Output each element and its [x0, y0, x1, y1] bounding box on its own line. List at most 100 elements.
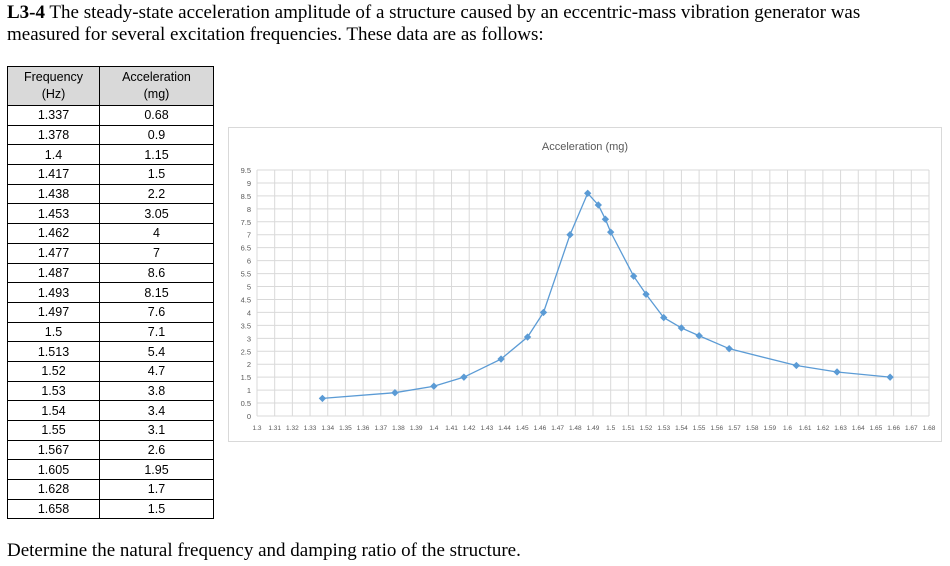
x-tick-label: 1.34 — [321, 425, 334, 432]
question-text: Determine the natural frequency and damp… — [7, 540, 521, 562]
x-tick-label: 1.58 — [746, 425, 759, 432]
frequency-cell: 1.477 — [8, 243, 100, 263]
x-tick-label: 1.64 — [852, 425, 865, 432]
table-row: 1.658 1.5 — [8, 499, 214, 519]
y-tick-label: 7 — [247, 231, 251, 240]
x-tick-label: 1.41 — [445, 425, 458, 432]
frequency-header: Frequency (Hz) — [8, 67, 100, 106]
table-row: 1.4 1.15 — [8, 145, 214, 165]
chart-title: Acceleration (mg) — [542, 141, 628, 153]
frequency-cell: 1.462 — [8, 224, 100, 244]
x-tick-label: 1.52 — [640, 425, 653, 432]
acceleration-cell: 0.68 — [100, 106, 214, 126]
table-row: 1.497 7.6 — [8, 302, 214, 322]
table-header-row: Frequency (Hz) Acceleration (mg) — [8, 67, 214, 106]
x-tick-label: 1.5 — [606, 425, 615, 432]
frequency-cell: 1.53 — [8, 381, 100, 401]
acceleration-cell: 1.95 — [100, 460, 214, 480]
x-tick-label: 1.45 — [516, 425, 529, 432]
acceleration-cell: 8.6 — [100, 263, 214, 283]
table-row: 1.477 7 — [8, 243, 214, 263]
frequency-cell: 1.337 — [8, 106, 100, 126]
x-tick-label: 1.55 — [693, 425, 706, 432]
data-point — [566, 231, 573, 238]
x-tick-label: 1.33 — [304, 425, 317, 432]
table-row: 1.54 3.4 — [8, 401, 214, 421]
frequency-cell: 1.453 — [8, 204, 100, 224]
table-row: 1.628 1.7 — [8, 480, 214, 500]
table-row: 1.513 5.4 — [8, 342, 214, 362]
y-tick-label: 4 — [247, 308, 251, 317]
acceleration-header-unit: (mg) — [100, 86, 213, 103]
x-tick-label: 1.4 — [429, 425, 438, 432]
data-point — [540, 309, 547, 316]
table-row: 1.52 4.7 — [8, 361, 214, 381]
x-tick-label: 1.38 — [392, 425, 405, 432]
x-tick-label: 1.44 — [498, 425, 511, 432]
table-row: 1.462 4 — [8, 224, 214, 244]
x-tick-label: 1.68 — [923, 425, 936, 432]
frequency-header-label: Frequency — [8, 69, 99, 86]
frequency-cell: 1.487 — [8, 263, 100, 283]
acceleration-cell: 3.4 — [100, 401, 214, 421]
x-tick-label: 1.32 — [286, 425, 299, 432]
frequency-header-unit: (Hz) — [8, 86, 99, 103]
x-tick-label: 1.65 — [870, 425, 883, 432]
x-tick-label: 1.37 — [374, 425, 387, 432]
x-tick-label: 1.3 — [252, 425, 261, 432]
frequency-cell: 1.417 — [8, 165, 100, 185]
acceleration-cell: 3.1 — [100, 421, 214, 441]
acceleration-header: Acceleration (mg) — [100, 67, 214, 106]
y-tick-label: 9 — [247, 179, 251, 188]
y-tick-label: 8.5 — [241, 192, 251, 201]
y-tick-label: 0.5 — [241, 399, 251, 408]
acceleration-chart: Acceleration (mg) 0 0.5 1 1.5 2 2.5 3 3.5 4 4.5 5 5… — [228, 127, 942, 442]
data-point — [886, 373, 893, 380]
acceleration-cell: 7.1 — [100, 322, 214, 342]
acceleration-cell: 1.15 — [100, 145, 214, 165]
x-tick-label: 1.36 — [357, 425, 370, 432]
frequency-cell: 1.658 — [8, 499, 100, 519]
acceleration-cell: 7 — [100, 243, 214, 263]
frequency-cell: 1.378 — [8, 125, 100, 145]
frequency-cell: 1.513 — [8, 342, 100, 362]
acceleration-cell: 1.5 — [100, 165, 214, 185]
frequency-cell: 1.54 — [8, 401, 100, 421]
x-tick-label: 1.54 — [675, 425, 688, 432]
y-tick-label: 2 — [247, 360, 251, 369]
frequency-cell: 1.5 — [8, 322, 100, 342]
x-tick-label: 1.66 — [887, 425, 900, 432]
x-tick-label: 1.43 — [481, 425, 494, 432]
x-tick-label: 1.56 — [710, 425, 723, 432]
acceleration-cell: 1.7 — [100, 480, 214, 500]
x-tick-label: 1.63 — [834, 425, 847, 432]
table-row: 1.567 2.6 — [8, 440, 214, 460]
acceleration-cell: 8.15 — [100, 283, 214, 303]
y-tick-label: 7.5 — [241, 218, 251, 227]
frequency-cell: 1.438 — [8, 184, 100, 204]
x-tick-label: 1.48 — [569, 425, 582, 432]
x-tick-label: 1.47 — [551, 425, 564, 432]
x-tick-label: 1.39 — [410, 425, 423, 432]
frequency-cell: 1.497 — [8, 302, 100, 322]
y-tick-label: 1 — [247, 386, 251, 395]
x-tick-label: 1.59 — [764, 425, 777, 432]
table-row: 1.438 2.2 — [8, 184, 214, 204]
table-row: 1.378 0.9 — [8, 125, 214, 145]
data-point — [793, 362, 800, 369]
y-tick-label: 6.5 — [241, 244, 251, 253]
y-tick-label: 0 — [247, 412, 251, 421]
frequency-cell: 1.567 — [8, 440, 100, 460]
problem-number: L3-4 — [7, 2, 45, 23]
y-tick-label: 1.5 — [241, 373, 251, 382]
frequency-cell: 1.4 — [8, 145, 100, 165]
table-row: 1.53 3.8 — [8, 381, 214, 401]
x-tick-label: 1.67 — [905, 425, 918, 432]
x-tick-label: 1.6 — [783, 425, 792, 432]
table-row: 1.453 3.05 — [8, 204, 214, 224]
table-row: 1.493 8.15 — [8, 283, 214, 303]
acceleration-cell: 2.2 — [100, 184, 214, 204]
table-row: 1.55 3.1 — [8, 421, 214, 441]
x-tick-label: 1.35 — [339, 425, 352, 432]
table-row: 1.417 1.5 — [8, 165, 214, 185]
